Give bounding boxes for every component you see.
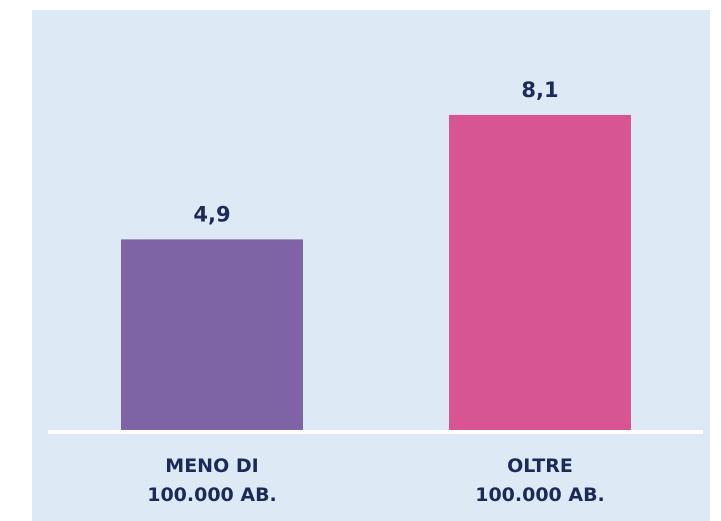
bar <box>121 239 303 430</box>
x-tick-label: MENO DI 100.000 AB. <box>147 455 277 506</box>
baseline <box>48 430 703 434</box>
bar <box>449 114 631 430</box>
value-label: 4,9 <box>193 202 230 226</box>
value-label: 8,1 <box>521 78 558 102</box>
x-tick-label: OLTRE 100.000 AB. <box>475 455 605 506</box>
